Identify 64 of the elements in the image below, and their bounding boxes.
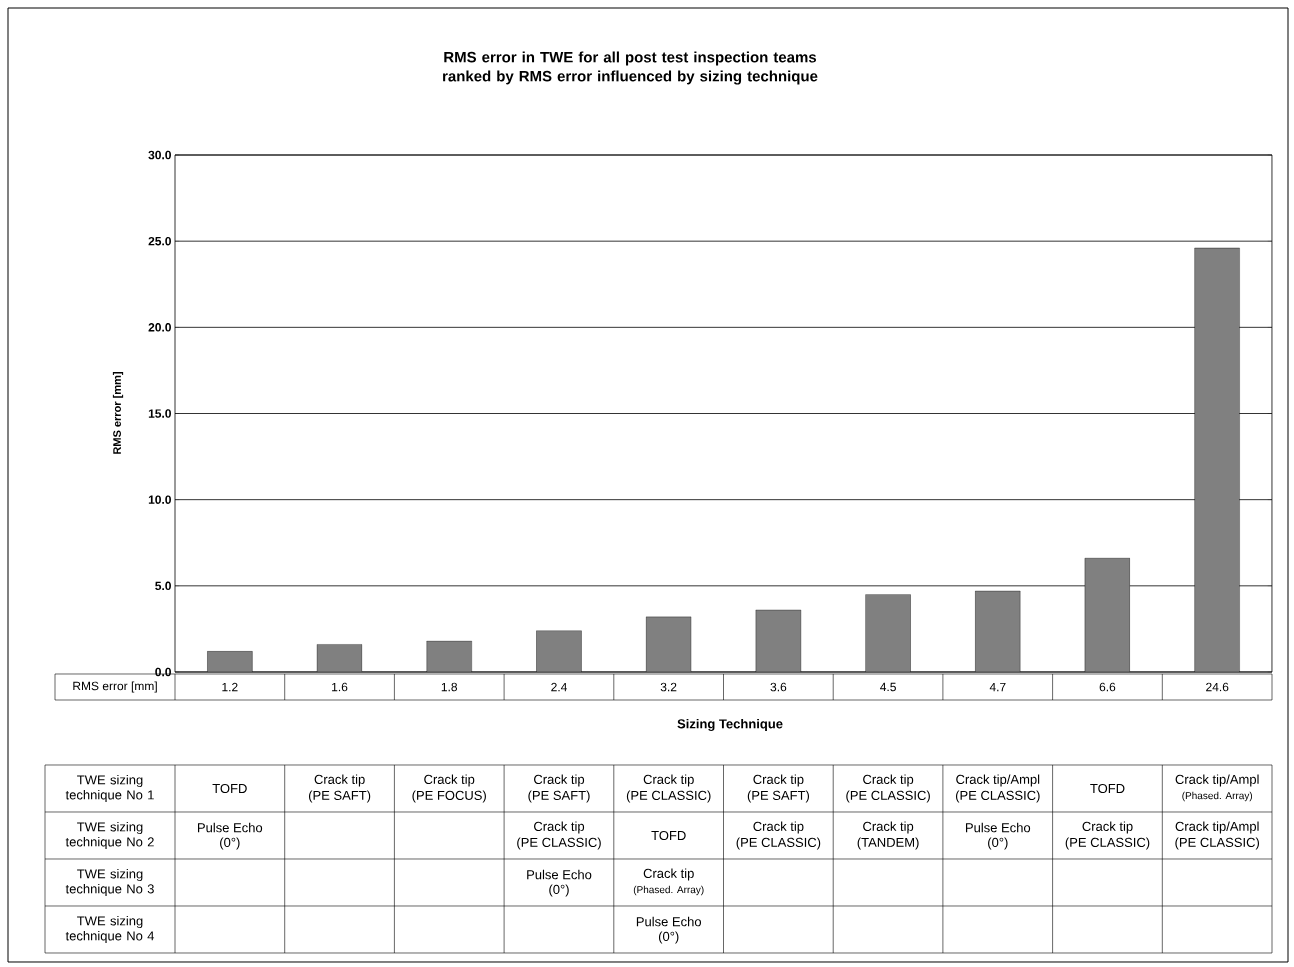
text: TOFD — [651, 830, 686, 841]
text: Pulse Echo — [965, 822, 1031, 833]
text: Crack tip — [643, 774, 694, 787]
data-label: 24.6 — [1206, 682, 1229, 692]
y-tick-label: 0.0 — [155, 667, 171, 677]
y-tick-label: 5.0 — [155, 581, 171, 591]
text: Pulse Echo — [527, 869, 592, 880]
y-tick-label: 10.0 — [148, 495, 171, 504]
text: (0°) — [658, 931, 679, 944]
y-axis-title: RMS error [mm] — [112, 372, 124, 454]
text: (PE CLASSIC) — [846, 790, 930, 803]
text: (Phased. Array) — [633, 885, 704, 896]
text: (0°) — [988, 837, 1008, 850]
text: TWE sizing technique No 3 — [65, 868, 154, 897]
data-label: 6.6 — [1099, 682, 1116, 692]
text: Crack tip/Ampl — [1175, 821, 1259, 834]
x-axis-title: Sizing Technique — [677, 718, 783, 732]
text: (PE CLASSIC) — [1175, 837, 1260, 850]
data-label: 4.7 — [989, 682, 1006, 692]
text: (PE CLASSIC) — [626, 790, 711, 803]
chart-title: RMS error in TWE for all post test inspection teams ranked by RMS error influenced by sizing technique — [443, 51, 818, 85]
text: Crack tip — [424, 774, 475, 787]
text: Crack tip — [314, 774, 365, 787]
text: Crack tip — [863, 821, 914, 834]
text: Crack tip/Ampl — [956, 774, 1040, 787]
text: (0°) — [549, 884, 569, 897]
text: (Phased. Array) — [1182, 791, 1253, 802]
text: (0°) — [220, 837, 240, 850]
text: Crack tip — [1082, 821, 1133, 834]
y-tick-label: 30.0 — [148, 150, 171, 160]
text: (PE SAFT) — [308, 790, 371, 803]
text: TOFD — [212, 783, 247, 794]
text: Crack tip — [753, 774, 804, 787]
data-label: 2.4 — [551, 682, 567, 692]
text: TWE sizing technique No 4 — [65, 915, 155, 944]
text: TOFD — [1090, 783, 1125, 794]
text: TWE sizing technique No 1 — [65, 774, 154, 803]
data-label: 3.6 — [770, 682, 787, 692]
data-label: 3.2 — [660, 682, 677, 692]
text: Crack tip — [534, 774, 585, 787]
text: (PE CLASSIC) — [736, 837, 821, 850]
data-label: 1.2 — [222, 682, 238, 692]
y-tick-label: 25.0 — [148, 236, 171, 246]
data-label: 1.6 — [332, 682, 348, 692]
data-label: 4.5 — [880, 682, 896, 692]
text: (PE SAFT) — [528, 790, 590, 803]
text: Pulse Echo — [636, 916, 702, 927]
text: RMS error [mm] — [73, 681, 157, 693]
text: (PE SAFT) — [747, 790, 810, 803]
text: (TANDEM) — [857, 837, 919, 850]
text: Crack tip — [534, 821, 585, 834]
text: (PE CLASSIC) — [1065, 837, 1150, 850]
text: Crack tip — [643, 868, 694, 881]
text: (PE CLASSIC) — [517, 837, 601, 850]
text: Crack tip/Ampl — [1175, 774, 1259, 787]
text: Crack tip — [753, 821, 804, 834]
text: (PE FOCUS) — [412, 790, 486, 803]
text: Pulse Echo — [197, 822, 263, 833]
text: (PE CLASSIC) — [955, 790, 1040, 803]
y-tick-label: 20.0 — [148, 323, 171, 332]
data-label: 1.8 — [441, 682, 458, 692]
y-tick-label: 15.0 — [148, 409, 171, 418]
text: Crack tip — [863, 774, 914, 787]
text: TWE sizing technique No 2 — [65, 821, 154, 850]
